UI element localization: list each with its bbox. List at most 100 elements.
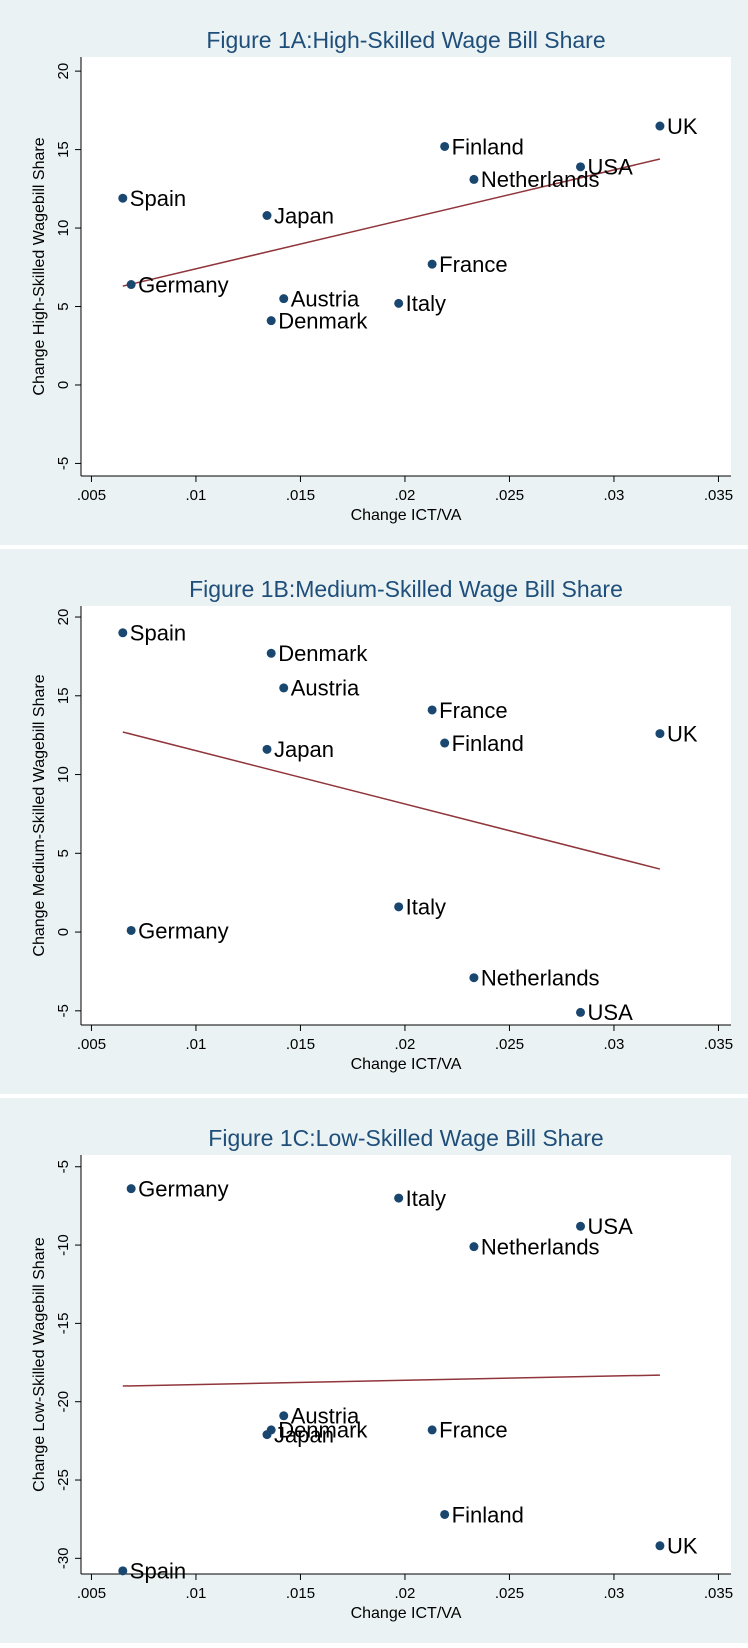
trend-line	[122, 1374, 660, 1387]
point	[469, 973, 479, 983]
x-tick-label: .02	[395, 487, 416, 504]
point	[576, 1007, 586, 1017]
point-label: UK	[667, 1534, 698, 1559]
trend-line	[122, 158, 661, 287]
point	[126, 1184, 136, 1194]
y-tick-label: -20	[55, 1391, 72, 1413]
y-tick-label: -5	[55, 1160, 72, 1173]
point-label: Japan	[274, 737, 334, 762]
y-tick-label: 0	[55, 928, 72, 936]
point	[394, 902, 404, 912]
point	[427, 259, 437, 269]
point	[576, 1221, 586, 1231]
x-tick-label: .005	[77, 1036, 106, 1053]
chart-panel: Figure 1C:Low-Skilled Wage Bill Share Cha…	[0, 1098, 748, 1643]
point-label: Italy	[406, 895, 446, 920]
chart-title: Figure 1C:Low-Skilled Wage Bill Share	[208, 1125, 603, 1151]
point	[427, 1425, 437, 1435]
point-label: Finland	[452, 134, 524, 159]
point-label: Italy	[406, 1186, 446, 1211]
x-axis-label: Change ICT/VA	[351, 1056, 462, 1073]
point-label: Spain	[130, 621, 186, 646]
x-tick-label: .015	[286, 1036, 315, 1053]
plot-area	[81, 57, 731, 476]
x-tick-label: .03	[604, 1036, 625, 1053]
x-axis-label: Change ICT/VA	[351, 507, 462, 524]
point	[655, 1541, 665, 1551]
point	[266, 316, 276, 326]
y-tick-label: -25	[55, 1469, 72, 1491]
y-tick-label: 20	[55, 609, 72, 626]
point-label: Italy	[406, 291, 446, 316]
x-tick-label: .02	[395, 1585, 416, 1602]
x-tick-label: .02	[395, 1036, 416, 1053]
point-label: Germany	[138, 918, 228, 943]
point-label: France	[439, 1418, 507, 1443]
point-label: Japan	[274, 1422, 334, 1447]
chart-panel: Figure 1B:Medium-Skilled Wage Bill Share…	[0, 549, 748, 1094]
point	[118, 193, 128, 203]
point	[427, 705, 437, 715]
point	[126, 925, 136, 935]
y-tick-label: -30	[55, 1547, 72, 1569]
point	[118, 1566, 128, 1576]
y-tick-label: 10	[55, 766, 72, 783]
y-tick-label: 5	[55, 849, 72, 857]
point-label: Denmark	[278, 308, 368, 333]
x-tick-label: .025	[495, 1585, 524, 1602]
x-tick-label: .01	[186, 1036, 207, 1053]
point-label: France	[439, 698, 507, 723]
y-tick-label: 10	[55, 220, 72, 237]
plot-area	[81, 606, 731, 1025]
x-tick-label: .005	[77, 1585, 106, 1602]
point-label: Denmark	[278, 1418, 368, 1443]
point	[394, 1193, 404, 1203]
point-label: France	[439, 252, 507, 277]
point	[262, 210, 272, 220]
point-label: Netherlands	[481, 966, 600, 991]
point	[279, 294, 289, 304]
point-label: UK	[667, 721, 698, 746]
y-axis-label: Change Low-Skilled Wagebill Share	[31, 1237, 48, 1492]
y-tick-label: -10	[55, 1234, 72, 1256]
x-tick-label: .015	[286, 1585, 315, 1602]
point	[394, 298, 404, 308]
y-tick-label: 0	[55, 381, 72, 389]
point-label: USA	[588, 1214, 634, 1239]
point	[576, 162, 586, 172]
point-label: Germany	[138, 272, 228, 297]
point	[440, 738, 450, 748]
x-tick-label: .03	[604, 487, 625, 504]
point	[279, 1411, 289, 1421]
x-axis-label: Change ICT/VA	[351, 1605, 462, 1622]
y-axis-label: Change Medium-Skilled Wagebill Share	[31, 674, 48, 956]
point	[262, 744, 272, 754]
x-tick-label: .03	[604, 1585, 625, 1602]
x-tick-label: .035	[704, 1585, 733, 1602]
point-label: Austria	[291, 676, 360, 701]
trend-line	[122, 731, 661, 870]
x-tick-label: .015	[286, 487, 315, 504]
point-label: USA	[588, 1000, 634, 1025]
x-tick-label: .035	[704, 487, 733, 504]
point	[118, 628, 128, 638]
y-axis-label: Change High-Skilled Wagebill Share	[31, 137, 48, 395]
x-tick-label: .025	[495, 1036, 524, 1053]
chart-title: Figure 1A:High-Skilled Wage Bill Share	[206, 27, 605, 53]
point-label: Germany	[138, 1176, 228, 1201]
x-tick-label: .035	[704, 1036, 733, 1053]
y-tick-label: -5	[55, 1004, 72, 1017]
y-tick-label: 15	[55, 141, 72, 158]
y-tick-label: -5	[55, 457, 72, 470]
point-label: Spain	[130, 1559, 186, 1584]
x-tick-label: .01	[186, 1585, 207, 1602]
point-label: Denmark	[278, 641, 368, 666]
point-label: USA	[588, 155, 634, 180]
point	[266, 1425, 276, 1435]
point-label: Netherlands	[481, 1234, 600, 1259]
point	[655, 121, 665, 131]
point	[279, 683, 289, 693]
point-label: Finland	[452, 731, 524, 756]
y-tick-label: 15	[55, 687, 72, 704]
